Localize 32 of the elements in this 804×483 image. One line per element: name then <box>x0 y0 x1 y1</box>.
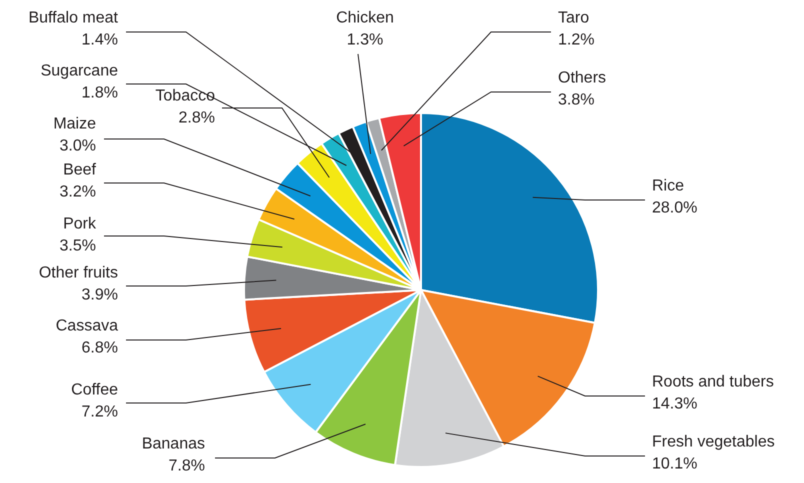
slice-label: Buffalo meat <box>28 9 119 26</box>
data-label: 2.8% <box>178 109 215 126</box>
data-label: 7.2% <box>82 403 118 420</box>
data-label: 3.5% <box>60 237 96 254</box>
slice-label: Pork <box>63 215 97 232</box>
slice-label: Other fruits <box>38 264 118 282</box>
slice-label: Others <box>558 69 606 86</box>
slice-label: Bananas <box>142 435 205 452</box>
slice-label: Cassava <box>56 317 118 334</box>
slice-label: Coffee <box>71 381 118 398</box>
slice-label: Sugarcane <box>40 62 118 80</box>
slice-label: Tobacco <box>155 87 216 104</box>
data-label: 1.4% <box>82 31 118 48</box>
data-label: 14.3% <box>652 395 698 412</box>
slice-label: Chicken <box>336 9 394 26</box>
data-label: 3.0% <box>60 137 96 154</box>
slice-label: Maize <box>53 115 96 132</box>
slice-label: Fresh vegetables <box>652 433 775 450</box>
data-label: 3.2% <box>60 183 96 200</box>
data-label: 6.8% <box>82 339 118 356</box>
data-label: 1.2% <box>558 31 594 48</box>
data-label: 10.1% <box>652 455 698 472</box>
data-label: 3.8% <box>558 91 594 108</box>
data-label: 1.8% <box>82 84 118 102</box>
data-label: 1.3% <box>346 31 384 48</box>
slice-label: Beef <box>63 161 97 178</box>
data-label: 7.8% <box>168 457 205 474</box>
data-label: 28.0% <box>652 199 698 216</box>
slice-label: Taro <box>558 9 590 26</box>
slice-label: Roots and tubers <box>652 373 774 390</box>
data-label: 3.9% <box>82 286 118 304</box>
slice-label: Rice <box>652 177 684 194</box>
